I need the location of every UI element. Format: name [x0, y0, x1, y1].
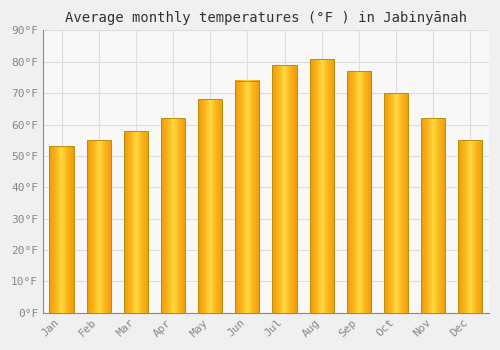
- Bar: [384, 93, 408, 313]
- Title: Average monthly temperatures (°F ) in Jabinyānah: Average monthly temperatures (°F ) in Ja…: [65, 11, 467, 25]
- Bar: [50, 146, 74, 313]
- Bar: [347, 71, 371, 313]
- Bar: [124, 131, 148, 313]
- Bar: [272, 65, 296, 313]
- Bar: [198, 99, 222, 313]
- Bar: [458, 140, 482, 313]
- Bar: [86, 140, 111, 313]
- Bar: [310, 59, 334, 313]
- Bar: [161, 118, 185, 313]
- Bar: [236, 80, 260, 313]
- Bar: [421, 118, 445, 313]
